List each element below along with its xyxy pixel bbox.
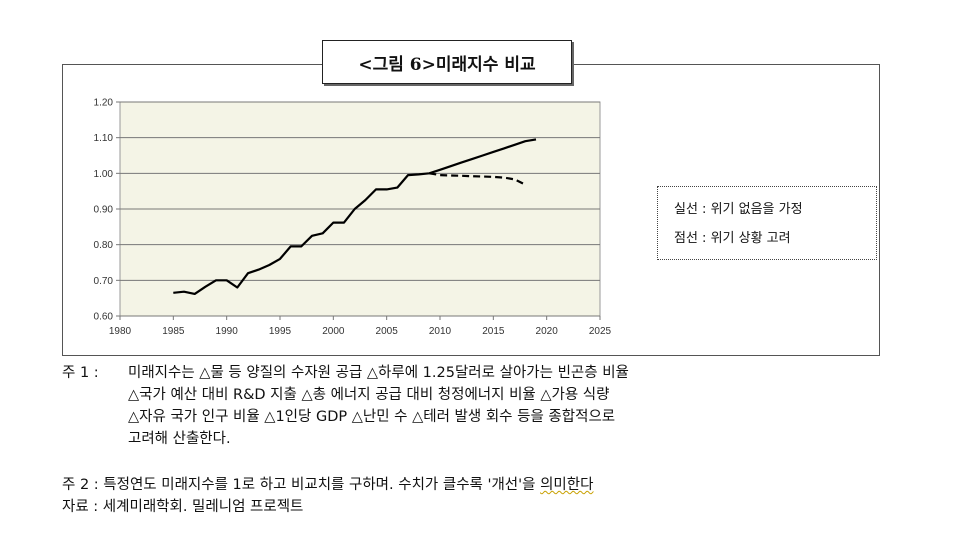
y-tick-label: 1.20: [94, 98, 114, 109]
x-tick-label: 2015: [482, 326, 505, 337]
y-tick-label: 0.70: [94, 276, 114, 287]
note2-label: 주 2 :: [62, 477, 99, 493]
source-text: 세계미래학회. 밀레니엄 프로젝트: [102, 499, 304, 515]
x-tick-label: 2010: [429, 326, 452, 337]
y-tick-label: 1.10: [94, 133, 114, 144]
x-tick-label: 1995: [269, 326, 292, 337]
series-solid-line: [173, 138, 537, 295]
y-tick-label: 0.60: [94, 312, 114, 323]
note1-line: 미래지수는 △물 등 양질의 수자원 공급 △하루에 1.25달러로 살아가는 …: [128, 365, 629, 381]
x-tick-label: 2005: [376, 326, 399, 337]
series-dashed-line: [429, 172, 526, 186]
x-tick-label: 1990: [216, 326, 239, 337]
x-tick-label: 1985: [162, 326, 185, 337]
y-tick-label: 0.80: [94, 240, 114, 251]
x-tick-label: 2000: [322, 326, 345, 337]
legend-box: 실선 : 위기 없음을 가정 점선 : 위기 상황 고려: [657, 186, 877, 260]
x-tick-label: 2025: [589, 326, 612, 337]
y-tick-label: 1.00: [94, 169, 114, 180]
x-tick-label: 1980: [109, 326, 132, 337]
note2-text: 특정연도 미래지수를 1로 하고 비교치를 구하며. 수치가 클수록 '개선'을: [103, 477, 541, 493]
y-tick-label: 0.90: [94, 205, 114, 216]
note1-text: 미래지수는 △물 등 양질의 수자원 공급 △하루에 1.25달러로 살아가는 …: [128, 362, 908, 450]
legend-dashed: 점선 : 위기 상황 고려: [674, 231, 791, 246]
note1-line: △자유 국가 인구 비율 △1인당 GDP △난민 수 △테러 발생 회수 등을…: [128, 409, 616, 425]
note1-line: △국가 예산 대비 R&D 지출 △총 에너지 공급 대비 청정에너지 비율 △…: [128, 387, 610, 403]
x-tick-label: 2020: [536, 326, 559, 337]
note1-line: 고려해 산출한다.: [128, 431, 231, 447]
note2: 주 2 : 특정연도 미래지수를 1로 하고 비교치를 구하며. 수치가 클수록…: [62, 474, 593, 496]
note2-tail: 의미한다: [540, 477, 594, 493]
source: 자료 : 세계미래학회. 밀레니엄 프로젝트: [62, 496, 303, 518]
note1-label: 주 1 :: [62, 365, 99, 381]
source-label: 자료 :: [62, 499, 99, 515]
figure-title: <그림 6>미래지수 비교: [322, 40, 572, 84]
legend-solid: 실선 : 위기 없음을 가정: [674, 202, 803, 217]
